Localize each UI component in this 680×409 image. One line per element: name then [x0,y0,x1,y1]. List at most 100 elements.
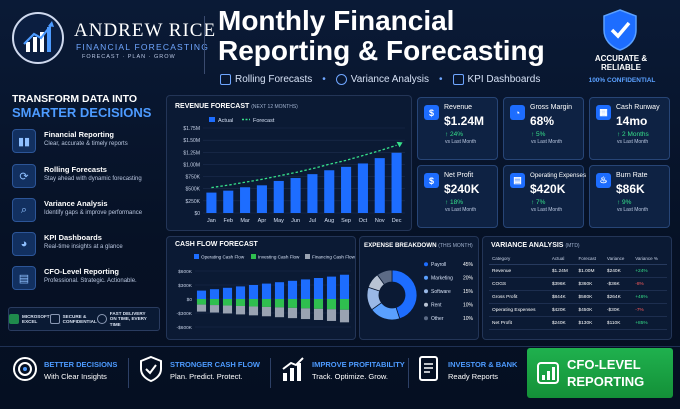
table-cell: $580K [575,290,604,304]
feature-label: KPI Dashboards [467,74,541,85]
kpi-tile-burn-rate: ♨ Burn Rate $86K ↑ 9% vs Last Month [589,165,670,228]
benefit-divider [408,358,409,388]
kpi-change: ↑ 5% [531,131,546,138]
dollar-icon: $ [424,173,439,188]
kpi-value: $420K [530,182,566,196]
legend-value: 20% [463,276,474,282]
table-cell: $360K [575,277,604,291]
table-cell: $420K [548,303,576,317]
financing-cash-bar [222,305,233,314]
legend-actual-swatch [209,117,215,122]
table-cell: -8% [632,277,667,291]
lock-icon [49,314,60,324]
variance-table-wrap: Category Actual Forecast Variance Varian… [489,253,667,330]
y-tick-label: $300K [178,283,193,289]
service-title: KPI Dashboards [44,233,102,242]
variance-subtitle: (MTD) [565,243,580,249]
investing-cash-bar [287,299,298,308]
forecast-line [211,144,397,189]
revenue-bar [206,192,217,213]
brand-name: ANDREW RICE [74,20,217,41]
operating-cash-bar [209,289,220,299]
badge-l1: MICROSOFT [22,313,50,319]
shield-check-icon [603,9,637,51]
report-chart-icon [537,362,559,384]
kpi-tile-gross-margin: ◔ Gross Margin 68% ↑ 5% vs Last Month [503,97,584,160]
forecast-arrowhead [396,141,403,148]
table-cell: Operating Expenses [489,303,549,317]
table-cell: $264K [603,290,633,304]
y-tick-label: $1.50M [183,138,200,144]
operating-cash-bar [274,282,285,299]
legend-label: Rent [431,303,442,309]
y-tick-label: -$600K [177,325,193,331]
cfo-level-banner: CFO-LEVEL REPORTING [527,348,673,398]
service-desc: Identify gaps & improve performance [44,210,143,216]
refresh-icon: ⟳ [12,164,36,188]
wallet-icon: ▤ [510,173,525,188]
service-desc: Clear, accurate & timely reports [44,141,128,147]
service-cfo-reporting: ▤ CFO-Level Reporting Professional. Stra… [12,266,160,294]
calendar-icon: ▦ [596,105,611,120]
legend-value: 10% [463,316,474,322]
kpi-comparison: vs Last Month [531,139,563,145]
revenue-bar [273,180,284,213]
delivery-badge: FAST DELIVERY ON TIME, EVERY TIME [96,310,159,328]
variance-title: VARIANCE ANALYSIS [491,242,564,249]
service-financial-reporting: ▮▮ Financial Reporting Clear, accurate &… [12,129,160,157]
revenue-bar [357,163,368,213]
table-cell: -7% [632,303,667,317]
document-icon: ▤ [12,266,36,290]
separator-dot: • [438,74,443,85]
revenue-bar [391,152,402,213]
y-tick-label: $500K [186,187,201,193]
investing-cash-bar [235,299,246,306]
x-tick-label: Feb [224,218,233,224]
legend-dot [424,289,428,294]
y-tick-label: $1.75M [183,126,200,132]
legend-swatch [194,254,199,259]
investing-cash-bar [209,299,220,306]
cash-flow-panel: CASH FLOW FORECAST Operating Cash Flow In… [166,236,356,340]
revenue-bar [240,187,251,213]
table-cell: Revenue [489,264,549,278]
y-tick-label: $750K [186,175,201,181]
x-tick-label: Jun [291,218,300,224]
operating-cash-bar [287,280,298,299]
table-cell: COGS [489,277,549,291]
x-tick-label: May [274,218,285,224]
benefit-divider [270,358,271,388]
pie-icon [335,74,347,85]
operating-cash-bar [196,290,207,299]
investing-cash-bar [261,299,272,307]
legend-label: Investing Cash Flow [258,255,300,260]
kpi-comparison: vs Last Month [445,207,477,213]
service-desc: Professional. Strategic. Actionable. [44,278,137,284]
legend-swatch [305,254,310,259]
badge-l2: CONFIDENTIAL [62,319,97,324]
benefit-desc: With Clear Insights [44,372,107,381]
legend-dot [424,316,428,321]
investing-cash-bar [326,299,337,310]
badge-l1: FAST DELIVERY [109,310,146,316]
title-line-1: Monthly Financial [218,5,455,36]
financing-cash-bar [287,307,298,319]
bottom-divider [0,346,680,347]
feature-rolling-forecasts: Rolling Forecasts [220,74,312,85]
revenue-bar [374,158,385,213]
badge-l2: EXCEL [22,319,38,324]
service-title: Financial Reporting [44,130,115,139]
x-tick-label: Apr [258,218,267,224]
financing-cash-bar [235,306,246,315]
table-cell: $844K [548,290,576,304]
y-tick-label: $1.00M [183,162,200,168]
badge-l2: ON TIME, EVERY TIME [109,316,147,327]
investing-cash-bar [248,299,259,307]
operating-cash-bar [313,278,324,299]
title-line-2: Reporting & Forecasting [218,35,545,66]
table-cell: $450K [575,303,604,317]
kpi-value: $1.24M [444,114,485,128]
feature-kpi-dashboards: KPI Dashboards [452,74,541,85]
benefit-desc: Ready Reports [448,372,499,381]
